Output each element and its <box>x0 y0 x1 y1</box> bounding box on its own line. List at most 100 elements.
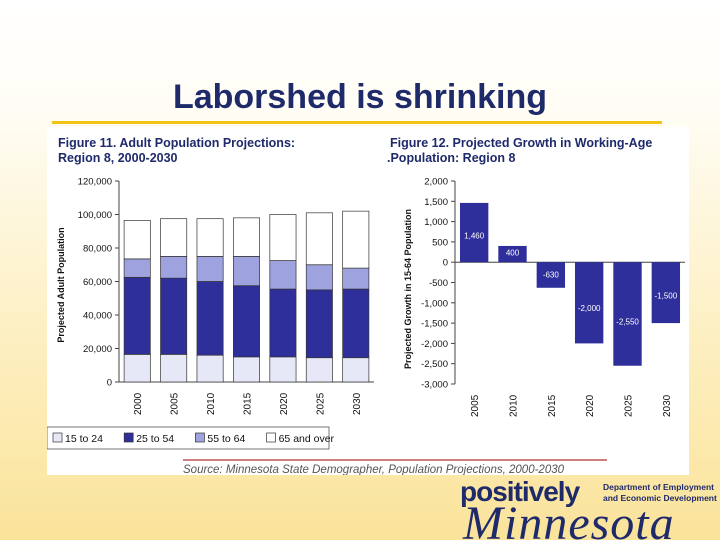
fig11-x-tick-label: 2010 <box>206 392 217 415</box>
fig11-y-tick-label: 100,000 <box>78 210 112 221</box>
fig11-bar-segment <box>196 354 224 383</box>
fig12-bar <box>613 262 642 366</box>
fig11-bar-segment <box>233 256 260 287</box>
fig12-y-tick-label: 0 <box>443 258 448 269</box>
fig11-bar-segment <box>305 264 333 291</box>
fig12-y-tick-label: -500 <box>429 278 448 289</box>
fig12-x-tick-label: 2020 <box>585 394 596 417</box>
fig12-x-tick-label: 2025 <box>624 394 635 417</box>
fig12-title-line2: .Population: Region 8 <box>387 151 516 165</box>
logo-word-positively: positively <box>460 476 580 507</box>
chart-panel: Figure 11. Adult Population Projections:… <box>46 127 689 476</box>
fig11-y-tick-label: 60,000 <box>83 277 112 288</box>
source-text: Source: Minnesota State Demographer, Pop… <box>183 464 565 475</box>
fig11-bar-segment <box>160 218 188 257</box>
fig12-bar <box>574 262 604 344</box>
logo-dept-line2: and Economic Development <box>603 493 717 503</box>
fig11-bar-segment <box>160 354 188 383</box>
fig11-x-tick-label: 2030 <box>352 392 363 415</box>
fig12-data-label: -1,500 <box>654 292 677 301</box>
fig11-y-tick-label: 40,000 <box>83 311 112 322</box>
fig11-bar-segment <box>269 288 297 358</box>
fig12-y-tick-label: 1,500 <box>424 197 448 208</box>
fig12-y-tick-label: -2,000 <box>421 339 448 350</box>
fig12-y-tick-label: -2,500 <box>421 359 448 370</box>
fig11-bar-segment <box>196 218 224 257</box>
fig11-bar-segment <box>269 356 297 383</box>
fig12-y-tick-label: -1,500 <box>421 319 448 330</box>
fig12-y-tick-label: 500 <box>432 237 448 248</box>
fig12-y-tick-label: 2,000 <box>424 177 448 188</box>
fig11-title-line2: Region 8, 2000-2030 <box>58 151 178 165</box>
fig11-bar-segment <box>342 357 370 383</box>
legend-swatch <box>123 432 134 443</box>
fig11-y-tick-label: 80,000 <box>83 244 112 255</box>
fig11-title-line1: Figure 11. Adult Population Projections: <box>58 136 295 150</box>
fig11-ylabel: Projected Adult Population <box>56 227 66 342</box>
legend-swatch <box>195 432 205 443</box>
fig11-bar-segment <box>233 356 260 383</box>
fig11-bar-segment <box>305 289 333 359</box>
fig11-bar-segment <box>305 212 333 266</box>
fig12-y-tick-label: -1,000 <box>421 298 448 309</box>
legend-label: 15 to 24 <box>65 433 103 445</box>
fig12-data-label: -2,000 <box>578 304 601 313</box>
fig11-bar-segment <box>342 288 370 359</box>
legend-label: 25 to 54 <box>136 433 174 445</box>
fig11-bar-segment <box>196 256 224 282</box>
fig12-y-tick-label: -3,000 <box>421 380 448 391</box>
fig12-x-tick-label: 2005 <box>470 394 481 417</box>
legend-label: 65 and over <box>279 433 335 445</box>
fig11-bar-segment <box>305 357 333 383</box>
fig11-y-tick-label: 0 <box>107 378 112 389</box>
fig12-data-label: -630 <box>543 271 560 280</box>
fig12-data-label: 1,460 <box>464 231 485 240</box>
charts-svg: Figure 11. Adult Population Projections:… <box>46 136 685 476</box>
fig11-x-tick-label: 2000 <box>133 392 144 415</box>
fig11-bar-segment <box>123 354 151 383</box>
fig11-bar-segment <box>160 256 188 279</box>
fig11-bar-segment <box>342 267 370 290</box>
fig11-bar-segment <box>123 258 151 278</box>
fig11-x-tick-label: 2005 <box>170 392 181 415</box>
fig11-y-tick-label: 120,000 <box>78 177 112 188</box>
fig12-x-tick-label: 2010 <box>509 394 520 417</box>
logo-department-text: Department of Employment and Economic De… <box>603 482 720 504</box>
legend-frame <box>46 426 330 450</box>
legend-label: 55 to 64 <box>207 433 245 445</box>
fig11-bar-segment <box>233 285 260 358</box>
fig12-x-tick-label: 2015 <box>547 394 558 417</box>
logo-dept-line1: Department of Employment <box>603 482 714 492</box>
fig11-bar-segment <box>342 210 370 269</box>
fig11-y-tick-label: 20,000 <box>83 344 112 355</box>
positively-minnesota-logo: positively Minnesota Department of Emplo… <box>455 476 720 550</box>
fig11-bar-segment <box>196 281 224 356</box>
fig12-data-label: -2,550 <box>616 317 639 326</box>
fig11-legend: 15 to 24 25 to 54 55 to 64 65 and over <box>46 426 335 450</box>
fig12-bar <box>459 202 489 263</box>
fig11-x-tick-label: 2015 <box>243 392 254 415</box>
fig12-bar <box>651 262 681 324</box>
fig11-bar-segment <box>269 214 297 261</box>
legend-swatch <box>52 432 63 443</box>
fig12-bar <box>536 262 566 288</box>
fig11-bar-segment <box>123 220 151 260</box>
fig12-y-tick-label: 1,000 <box>424 217 448 228</box>
fig12-title-line1: Figure 12. Projected Growth in Working-A… <box>390 136 652 150</box>
fig12-bar <box>498 245 527 263</box>
fig11-x-tick-label: 2020 <box>279 392 290 415</box>
title-underline <box>52 121 662 124</box>
fig12-plot: 2,000 1,500 1,000 500 0 -500 -1,000 -1,500 -2,00… <box>421 177 685 417</box>
fig11-x-tick-label: 2025 <box>315 392 326 415</box>
logo-word-minnesota: Minnesota <box>463 497 675 550</box>
fig11-bar-segment <box>123 276 151 355</box>
slide-title: Laborshed is shrinking <box>172 78 548 116</box>
fig11-bar-segment <box>269 260 297 290</box>
fig11-bar-segment <box>160 277 188 355</box>
fig11-plot: 0 20,000 40,000 60,000 80,000 100,000 120,000 2… <box>78 177 374 415</box>
fig12-ylabel: Projected Growth in 15-64 Population <box>403 209 413 369</box>
fig12-data-label: 400 <box>506 249 520 258</box>
fig11-bar-segment <box>233 217 260 257</box>
fig12-x-tick-label: 2030 <box>662 394 673 417</box>
legend-swatch <box>266 432 276 443</box>
